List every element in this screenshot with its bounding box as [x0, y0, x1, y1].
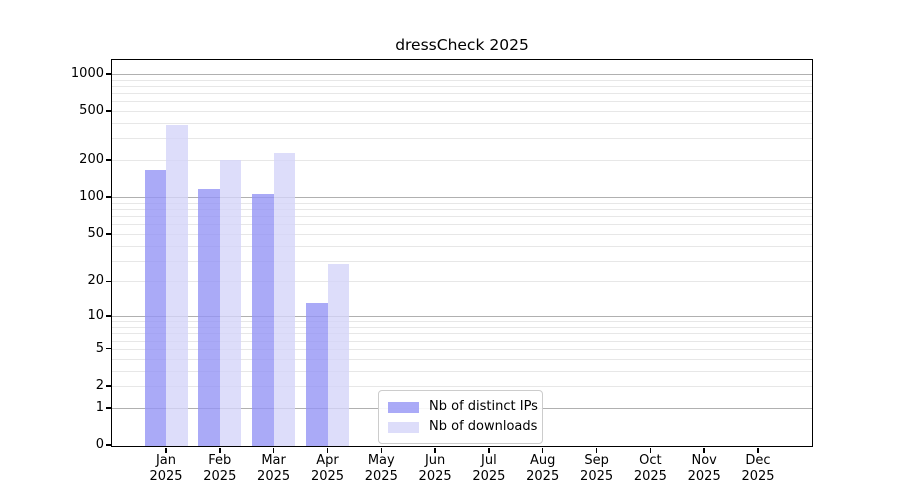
x-tick-jan	[165, 448, 167, 453]
y-tick-2	[106, 385, 111, 387]
x-tick-may	[380, 448, 383, 453]
gridline-40	[112, 245, 812, 247]
legend-label-downloads: Nb of downloads	[429, 419, 538, 434]
legend-swatch-distinct-ips	[388, 401, 419, 413]
y-tick-500	[106, 110, 111, 112]
gridline-2	[112, 386, 812, 387]
y-tick-10	[106, 315, 111, 317]
y-tick-200	[106, 159, 111, 161]
gridline-900	[112, 79, 812, 81]
gridline-400	[112, 123, 812, 124]
gridline-9	[112, 321, 812, 323]
gridline-700	[112, 93, 812, 94]
y-tick-5	[106, 347, 111, 350]
x-tick-nov	[703, 448, 705, 453]
y-tick-label-1000: 1000	[70, 65, 104, 81]
gridline-7	[112, 333, 812, 335]
y-tick-label-100: 100	[79, 189, 104, 205]
gridline-300	[112, 138, 812, 140]
y-tick-label-20: 20	[87, 273, 104, 289]
gridline-4	[112, 358, 812, 360]
bar-distinct-ips-mar	[252, 193, 274, 446]
legend-label-distinct-ips: Nb of distinct IPs	[429, 399, 538, 414]
y-tick-label-50: 50	[87, 225, 104, 241]
gridline-1000	[112, 73, 812, 75]
x-tick-mar	[272, 448, 275, 453]
x-tick-label-nov: Nov 2025	[687, 453, 721, 484]
y-tick-label-10: 10	[87, 308, 104, 324]
x-tick-label-may: May 2025	[364, 453, 398, 484]
bar-distinct-ips-apr	[306, 303, 328, 446]
plot-area: Nb of distinct IPs Nb of downloads	[111, 59, 813, 447]
gridline-10	[112, 316, 812, 318]
x-tick-label-jul: Jul 2025	[472, 453, 506, 484]
legend-item-downloads: Nb of downloads	[388, 417, 537, 437]
gridline-100	[112, 197, 812, 199]
gridline-200	[112, 160, 812, 162]
y-tick-label-2: 2	[95, 378, 104, 393]
gridline-30	[112, 260, 812, 262]
x-tick-label-jun: Jun 2025	[418, 453, 452, 484]
x-tick-aug	[541, 448, 544, 453]
legend-swatch-downloads	[388, 421, 419, 433]
x-tick-label-oct: Oct 2025	[633, 453, 667, 484]
x-tick-oct	[649, 448, 652, 453]
y-tick-label-0: 0	[95, 437, 104, 452]
bar-downloads-apr	[327, 264, 349, 446]
x-tick-label-jan: Jan 2025	[149, 453, 183, 484]
y-tick-20	[106, 280, 111, 283]
y-tick-1	[106, 407, 111, 409]
gridline-60	[112, 224, 812, 226]
gridline-800	[112, 85, 812, 87]
gridline-20	[112, 281, 812, 283]
y-tick-0	[106, 444, 111, 446]
x-tick-label-aug: Aug 2025	[526, 453, 560, 484]
gridline-90	[112, 202, 812, 204]
y-tick-label-200: 200	[79, 152, 104, 168]
x-tick-label-sep: Sep 2025	[580, 453, 614, 484]
y-tick-label-500: 500	[79, 103, 104, 118]
gridline-5	[112, 348, 812, 350]
legend-item-distinct-ips: Nb of distinct IPs	[388, 397, 538, 417]
legend: Nb of distinct IPs Nb of downloads	[378, 390, 543, 444]
x-tick-label-feb: Feb 2025	[203, 453, 237, 484]
x-tick-dec	[757, 448, 759, 453]
gridline-50	[112, 233, 812, 235]
x-tick-label-apr: Apr 2025	[310, 453, 345, 484]
y-tick-label-5: 5	[95, 340, 104, 356]
y-tick-label-1: 1	[95, 399, 104, 415]
gridline-70	[112, 216, 812, 217]
y-tick-100	[106, 196, 111, 198]
chart-title: dressCheck 2025	[395, 36, 529, 54]
x-tick-apr	[326, 448, 329, 453]
gridline-600	[112, 101, 812, 103]
bar-distinct-ips-feb	[198, 188, 220, 446]
x-tick-jun	[434, 448, 436, 453]
y-tick-50	[106, 233, 111, 235]
y-tick-1000	[106, 73, 111, 75]
x-tick-label-dec: Dec 2025	[741, 453, 775, 484]
bar-distinct-ips-jan	[144, 170, 166, 446]
x-tick-jul	[488, 448, 490, 453]
gridline-80	[112, 208, 812, 210]
x-tick-feb	[219, 448, 221, 453]
x-tick-sep	[595, 448, 598, 453]
gridline-8	[112, 327, 812, 328]
bar-downloads-jan	[166, 125, 188, 446]
bar-downloads-mar	[273, 153, 296, 446]
x-tick-label-mar: Mar 2025	[257, 453, 291, 484]
gridline-6	[112, 340, 812, 342]
bar-downloads-feb	[219, 160, 242, 446]
gridline-500	[112, 111, 812, 112]
gridline-3	[112, 370, 812, 372]
